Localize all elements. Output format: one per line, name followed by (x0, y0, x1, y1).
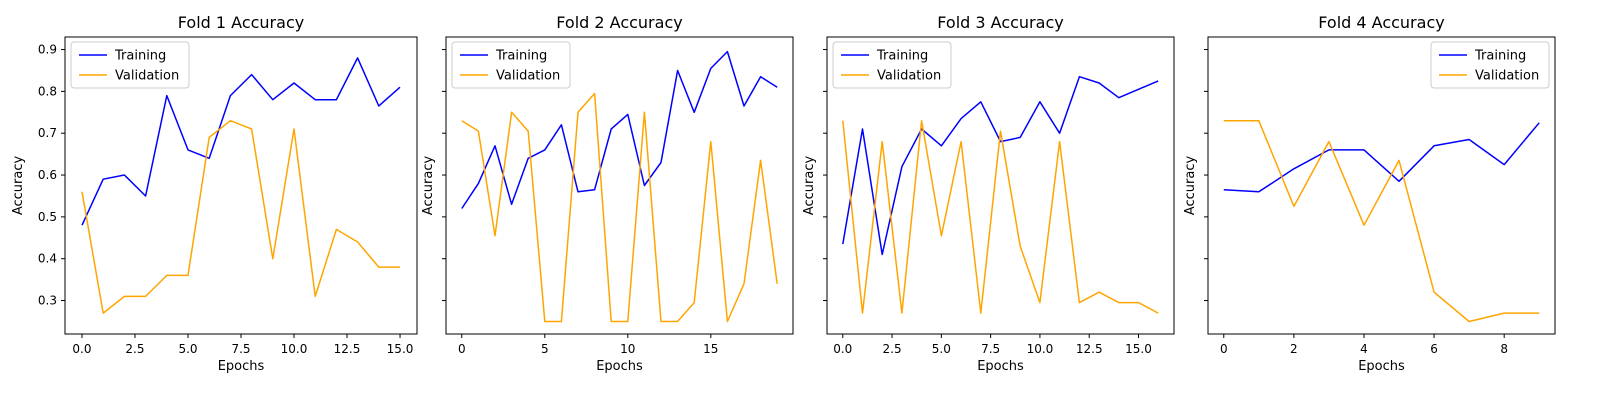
legend-label-training: Training (114, 49, 166, 64)
x-tick-label: 7.5 (981, 342, 1000, 356)
x-tick-label: 0.0 (72, 342, 91, 356)
x-tick-label: 15 (703, 342, 718, 356)
x-tick-label: 2.5 (125, 342, 144, 356)
x-tick-label: 6 (1430, 342, 1438, 356)
x-tick-label: 10.0 (1027, 342, 1054, 356)
x-tick-label: 5.0 (178, 342, 197, 356)
legend-box (70, 41, 190, 89)
x-axis-label: Epochs (977, 359, 1024, 374)
legend: Training Validation (832, 41, 952, 89)
series-line-validation (1223, 119, 1540, 323)
legend-label-validation: Validation (877, 69, 941, 84)
subplot-fold-2: Fold 2 Accuracy 0 5 10 15 Epochs Accuracy Train… (421, 13, 794, 374)
y-axis-label: Accuracy (11, 156, 26, 216)
x-tick-label: 8 (1500, 342, 1508, 356)
x-tick-label: 12.5 (334, 342, 361, 356)
x-tick-label: 0.0 (833, 342, 852, 356)
legend-box (1430, 41, 1550, 89)
subplot-title: Fold 1 Accuracy (178, 13, 304, 32)
subplot-title: Fold 4 Accuracy (1318, 13, 1444, 32)
y-axis-label: Accuracy (421, 156, 436, 216)
y-tick-label: 0.3 (38, 294, 57, 308)
y-tick-label: 0.8 (38, 84, 57, 98)
x-tick-label: 7.5 (231, 342, 250, 356)
x-tick-label: 12.5 (1076, 342, 1103, 356)
y-tick-label: 0.6 (38, 168, 57, 182)
axes-frame (826, 36, 1175, 335)
x-tick-label: 5 (541, 342, 549, 356)
legend: Training Validation (70, 41, 190, 89)
y-axis-label: Accuracy (1183, 156, 1198, 216)
legend: Training Validation (451, 41, 571, 89)
legend-label-validation: Validation (1475, 69, 1539, 84)
x-tick-label: 2.5 (883, 342, 902, 356)
legend-label-training: Training (876, 49, 928, 64)
x-tick-label: 15.0 (1125, 342, 1152, 356)
series-line-training (1223, 122, 1540, 193)
axes-frame (64, 36, 418, 335)
x-tick-label: 10.0 (281, 342, 308, 356)
axes-frame (1207, 36, 1556, 335)
subplot-title: Fold 2 Accuracy (556, 13, 682, 32)
series-line-validation (461, 92, 778, 323)
subplot-fold-3: Fold 3 Accuracy 0.0 2.5 5.0 7.5 10.0 12.5 15.0 E… (802, 13, 1175, 374)
x-axis-label: Epochs (1358, 359, 1405, 374)
y-tick-label: 0.7 (38, 126, 57, 140)
legend-label-validation: Validation (115, 69, 179, 84)
legend-box (832, 41, 952, 89)
x-tick-label: 5.0 (932, 342, 951, 356)
x-tick-label: 0 (458, 342, 466, 356)
x-axis-label: Epochs (218, 359, 265, 374)
series-line-training (461, 50, 778, 209)
y-tick-label: 0.5 (38, 210, 57, 224)
x-tick-label: 0 (1220, 342, 1228, 356)
y-axis-label: Accuracy (802, 156, 817, 216)
x-tick-label: 4 (1360, 342, 1368, 356)
legend-box (451, 41, 571, 89)
subplot-fold-4: Fold 4 Accuracy 0 2 4 6 8 Epochs Accuracy Traini… (1183, 13, 1556, 374)
legend-label-validation: Validation (496, 69, 560, 84)
y-tick-label: 0.9 (38, 43, 57, 57)
subplot-fold-1: Fold 1 Accuracy 0.0 2.5 5.0 7.5 10.0 12.5 15.0 0… (11, 13, 418, 374)
axes-frame (445, 36, 794, 335)
legend: Training Validation (1430, 41, 1550, 89)
legend-label-training: Training (495, 49, 547, 64)
series-line-training (81, 57, 401, 226)
x-tick-label: 10 (620, 342, 635, 356)
y-tick-label: 0.4 (38, 252, 57, 266)
x-tick-label: 15.0 (387, 342, 414, 356)
series-line-validation (81, 119, 400, 314)
x-tick-label: 2 (1290, 342, 1298, 356)
legend-label-training: Training (1474, 49, 1526, 64)
series-line-training (842, 75, 1159, 256)
series-line-validation (842, 119, 1159, 314)
x-axis-label: Epochs (596, 359, 643, 374)
subplot-title: Fold 3 Accuracy (937, 13, 1063, 32)
